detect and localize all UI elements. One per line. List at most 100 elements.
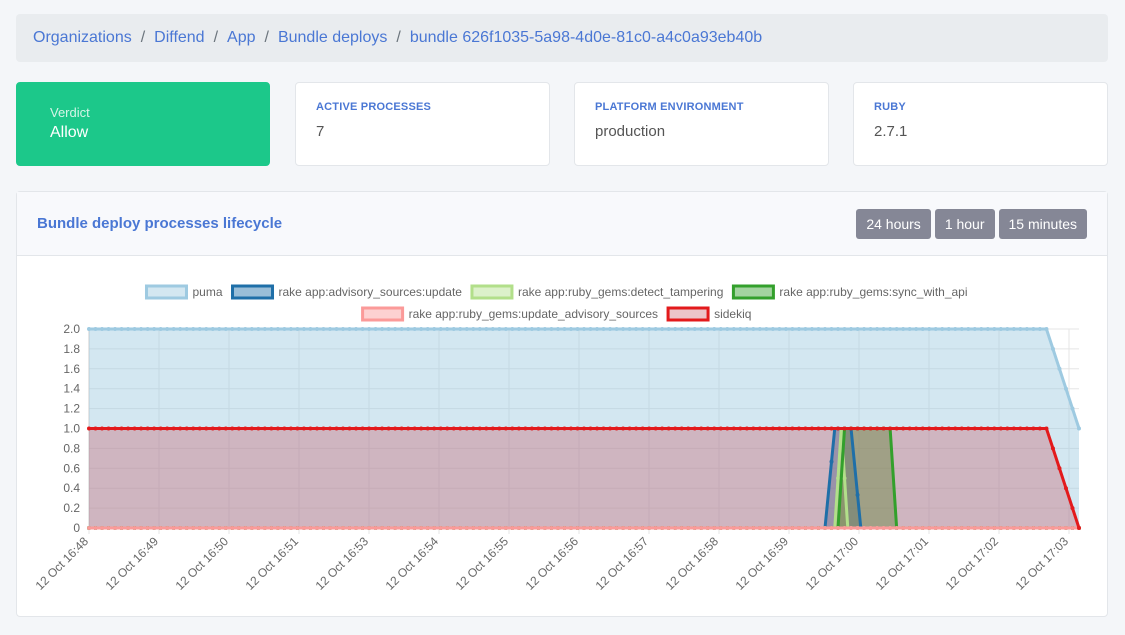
series-point: [783, 526, 788, 530]
series-point: [438, 426, 443, 431]
breadcrumb-organizations[interactable]: Organizations: [33, 29, 132, 46]
series-point: [927, 526, 932, 530]
series-point: [868, 526, 873, 530]
series-point: [529, 526, 534, 530]
series-point: [816, 526, 821, 530]
series-point: [490, 526, 495, 530]
series-point: [373, 426, 378, 431]
series-point: [582, 426, 586, 431]
series-point: [712, 426, 717, 431]
series-point: [197, 526, 202, 530]
series-point: [568, 426, 573, 431]
series-point: [314, 327, 319, 331]
series-point: [262, 426, 267, 431]
series-point: [106, 526, 111, 530]
series-point: [621, 426, 626, 431]
series-point: [406, 426, 411, 431]
series-point: [888, 526, 893, 530]
series-point: [282, 426, 287, 431]
x-tick-label: 12 Oct 16:55: [453, 534, 512, 593]
series-point: [1011, 327, 1016, 331]
legend-swatch: [361, 306, 405, 322]
breadcrumb-bundle-deploys[interactable]: Bundle deploys: [277, 29, 388, 46]
series-point: [920, 426, 925, 431]
series-point: [542, 526, 547, 530]
series-point: [158, 327, 163, 331]
series-point: [321, 526, 326, 530]
breadcrumb-bundle[interactable]: bundle 626f1035-5a98-4d0e-81c0-a4c0a93eb…: [409, 29, 763, 46]
series-point: [888, 426, 893, 431]
series-point: [126, 526, 131, 530]
series-point: [621, 526, 626, 530]
series-point: [87, 426, 91, 431]
series-point: [770, 327, 775, 331]
legend-label: puma: [192, 285, 222, 299]
series-point: [425, 327, 430, 331]
series-point: [796, 426, 801, 431]
breadcrumb-diffend[interactable]: Diffend: [154, 29, 205, 46]
platform-environment-card: PLATFORM ENVIRONMENT production: [574, 82, 829, 166]
stat-value: 7: [316, 123, 325, 140]
series-point: [888, 327, 893, 331]
series-point: [699, 426, 704, 431]
y-tick-label: 1.6: [63, 362, 80, 376]
series-point: [432, 327, 437, 331]
series-point: [256, 426, 261, 431]
series-point: [113, 426, 118, 431]
series-point: [373, 526, 378, 530]
series-point: [275, 327, 280, 331]
series-point: [712, 327, 717, 331]
series-point: [152, 327, 157, 331]
series-point: [217, 526, 222, 530]
series-point: [438, 327, 443, 331]
series-point: [295, 426, 300, 431]
series-point: [653, 426, 658, 431]
series-point: [1018, 327, 1023, 331]
series-point: [562, 327, 567, 331]
series-point: [803, 526, 808, 530]
series-point: [503, 327, 508, 331]
range-24-hours-button[interactable]: 24 hours: [856, 208, 931, 239]
series-point: [849, 526, 854, 530]
series-point: [901, 327, 906, 331]
series-area: [89, 428, 1079, 528]
series-point: [295, 526, 300, 530]
series-point: [341, 327, 346, 331]
series-point: [862, 426, 867, 431]
series-point: [497, 426, 502, 431]
breadcrumb-app[interactable]: App: [227, 29, 256, 46]
y-tick-label: 0.4: [63, 481, 80, 495]
range-15-minutes-button[interactable]: 15 minutes: [998, 208, 1087, 239]
series-point: [412, 426, 417, 431]
series-point: [998, 327, 1003, 331]
series-point: [953, 327, 958, 331]
series-point: [907, 426, 912, 431]
series-area: [89, 428, 1079, 528]
series-point: [555, 426, 560, 431]
series-point: [588, 426, 593, 431]
series-point: [699, 327, 704, 331]
series-point: [139, 426, 144, 431]
series-point: [178, 327, 183, 331]
series-point: [634, 526, 639, 530]
series-point: [679, 426, 684, 431]
series-point: [946, 526, 951, 530]
range-1-hour-button[interactable]: 1 hour: [934, 208, 995, 239]
series-point: [380, 526, 385, 530]
series-point: [855, 327, 860, 331]
series-point: [516, 526, 521, 530]
series-point: [282, 526, 287, 530]
series-point: [992, 327, 997, 331]
series-point: [1063, 386, 1068, 391]
series-point: [777, 426, 782, 431]
y-tick-label: 1.0: [63, 422, 80, 436]
legend-label: rake app:ruby_gems:update_advisory_sourc…: [409, 307, 658, 321]
series-point: [100, 426, 105, 431]
x-tick-label: 12 Oct 16:53: [313, 534, 372, 593]
series-point: [686, 526, 691, 530]
series-point: [770, 526, 775, 530]
series-point: [347, 426, 352, 431]
series-point: [809, 526, 814, 530]
series-point: [210, 327, 215, 331]
series-point: [321, 426, 326, 431]
